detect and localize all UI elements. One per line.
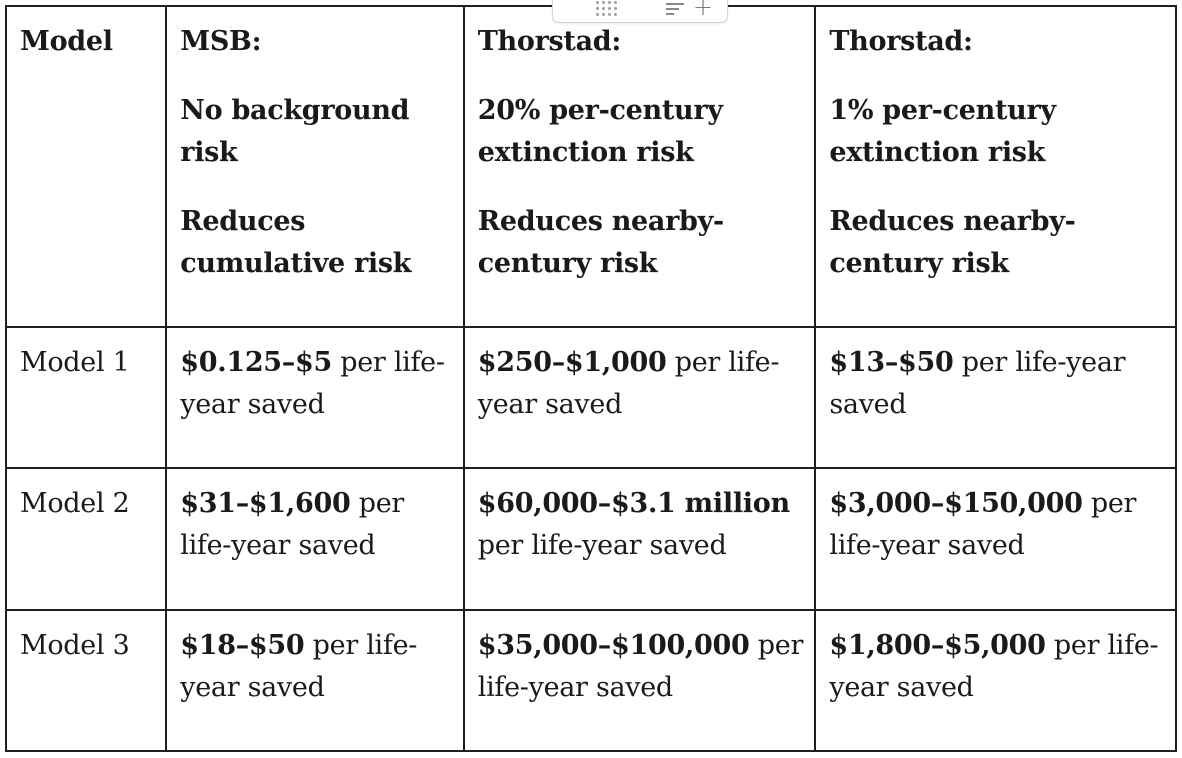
header-cell-msb[interactable]: MSB: No background risk Reduces cumulati… (165, 5, 465, 328)
cost-unit: per life-year saved (829, 629, 1159, 703)
cost-unit: per life-year saved (477, 629, 804, 703)
cost-cell-thorstad-1[interactable]: $1,800–$5,000 per life-year saved (814, 608, 1177, 753)
table-row-model-3: Model 3 $18–$50 per life-year saved $35,… (4, 608, 1177, 753)
header-cell-thorstad-1[interactable]: Thorstad: 1% per-century extinction risk… (814, 5, 1177, 328)
cost-cell-thorstad-1[interactable]: $13–$50 per life-year saved (814, 325, 1177, 470)
cost-unit: per life-year saved (829, 488, 1137, 562)
header-msb-risk: No background risk (180, 95, 410, 168)
cost-unit: per life-year saved (477, 530, 727, 562)
header-thorstad-1-risk: 1% per-century extinction risk (829, 95, 1056, 168)
row-label: Model 3 (20, 629, 130, 661)
cost-unit: per life-year saved (180, 488, 405, 562)
cost-cell-thorstad-20[interactable]: $35,000–$100,000 per life-year saved (462, 608, 817, 753)
header-cell-thorstad-20[interactable]: Thorstad: 20% per-century extinction ris… (462, 5, 817, 328)
align-left-icon[interactable] (666, 3, 684, 17)
cost-cell-thorstad-20[interactable]: $60,000–$3.1 million per life-year saved (462, 467, 817, 611)
row-label: Model 2 (20, 488, 130, 520)
cost-unit: per life-year saved (180, 629, 418, 703)
header-row: Model MSB: No background risk Reduces cu… (4, 5, 1177, 328)
cost-cell-msb[interactable]: $31–$1,600 per life-year saved (165, 467, 465, 611)
table-row-model-1: Model 1 $0.125–$5 per life-year saved $2… (4, 325, 1177, 470)
row-label: Model 1 (20, 346, 130, 378)
drag-handle-icon[interactable] (596, 1, 620, 17)
header-thorstad-20-reduction: Reduces nearby-century risk (477, 206, 724, 279)
header-msb-title: MSB: (180, 26, 262, 57)
cost-cell-thorstad-1[interactable]: $3,000–$150,000 per life-year saved (814, 467, 1177, 611)
cost-unit: per life-year saved (829, 346, 1126, 420)
header-msb-reduction: Reduces cumulative risk (180, 206, 412, 279)
header-model-label: Model (20, 26, 113, 57)
cost-unit: per life-year saved (477, 346, 780, 420)
header-thorstad-20-title: Thorstad: (477, 26, 622, 57)
table-toolbar: + (552, 0, 728, 23)
header-cell-model[interactable]: Model (4, 5, 168, 328)
row-label-cell[interactable]: Model 1 (4, 325, 168, 470)
row-label-cell[interactable]: Model 2 (4, 467, 168, 611)
cost-cell-msb[interactable]: $0.125–$5 per life-year saved (165, 325, 465, 470)
table-row-model-2: Model 2 $31–$1,600 per life-year saved $… (4, 467, 1177, 611)
cost-comparison-table: Model MSB: No background risk Reduces cu… (4, 5, 1177, 753)
cost-range: $60,000–$3.1 million (477, 488, 790, 520)
cost-comparison-table-wrapper: Model MSB: No background risk Reduces cu… (4, 5, 1177, 753)
cost-cell-msb[interactable]: $18–$50 per life-year saved (165, 608, 465, 753)
header-thorstad-1-reduction: Reduces nearby-century risk (829, 206, 1076, 279)
cost-cell-thorstad-20[interactable]: $250–$1,000 per life-year saved (462, 325, 817, 470)
row-label-cell[interactable]: Model 3 (4, 608, 168, 753)
cost-range: $250–$1,000 (477, 346, 667, 378)
cost-range: $0.125–$5 (180, 346, 332, 378)
header-thorstad-20-risk: 20% per-century extinction risk (477, 95, 723, 168)
header-thorstad-1-title: Thorstad: (829, 26, 973, 57)
cost-range: $18–$50 (180, 629, 305, 661)
cost-range: $31–$1,600 (180, 488, 351, 520)
cost-range: $3,000–$150,000 (829, 488, 1083, 520)
cost-range: $13–$50 (829, 346, 954, 378)
cost-range: $35,000–$100,000 (477, 629, 750, 661)
plus-icon[interactable]: + (693, 0, 714, 21)
cost-range: $1,800–$5,000 (829, 629, 1046, 661)
cost-unit: per life-year saved (180, 346, 445, 420)
